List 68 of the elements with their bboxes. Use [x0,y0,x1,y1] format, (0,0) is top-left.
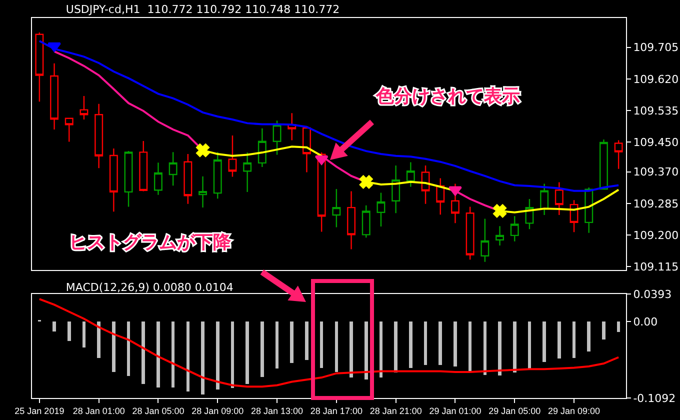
y-tick-label: 109.705 [633,41,679,54]
point [48,42,62,52]
candlestick [139,140,148,192]
candlestick [480,218,490,262]
candlestick [213,152,222,200]
candlestick [35,32,44,102]
candlestick [109,148,118,212]
candlestick [347,190,356,250]
candlestick [406,162,415,188]
annotation: 色分けされて表示 [375,86,520,107]
candlestick [496,226,504,246]
candlestick [258,128,266,168]
candlestick [376,192,386,228]
annotation: ヒストグラムが下降 [69,232,232,253]
candlestick [614,140,623,170]
y-tick-label: 109.620 [633,72,679,86]
y-tick-label: 0.00 [633,315,658,328]
candlestick [392,164,400,214]
point [448,186,462,196]
x-tick-label: 25 Jan 2019 [14,406,64,416]
candlestick [466,206,474,260]
candlestick [302,127,311,173]
y-tick-label: -0.1092 [633,392,676,405]
candlestick [436,178,445,216]
candlestick [243,152,252,193]
x-tick-label: 28 Jan 17:00 [310,406,362,416]
candlestick [94,103,104,169]
y-tick-label: 0.0393 [633,288,672,301]
candlestick [64,118,74,142]
candlestick [421,164,430,204]
y-tick-label: 109.535 [633,104,679,118]
candlestick [154,162,162,196]
candlestick [570,200,578,233]
chart-title: MACD(12,26,9) 0.0080 0.0104 [66,280,234,294]
candlestick [198,176,208,208]
candlestick [554,182,564,216]
candlestick [540,183,549,216]
x-tick-label: 28 Jan 09:00 [192,406,244,416]
candlestick [228,134,237,178]
candlestick [599,138,608,190]
chart-title: USDJPY-cd,H1 110.772 110.792 110.748 110.772 [66,2,340,16]
line-series [38,298,620,388]
candlestick [50,62,59,130]
candlestick [184,153,192,204]
point [493,204,506,218]
x-tick-label: 28 Jan 21:00 [370,406,422,416]
candlestick [124,150,133,208]
candlestick [332,188,341,228]
point [359,175,373,189]
candlestick [168,152,178,186]
x-tick-label: 28 Jan 01:00 [72,406,125,416]
candlestick [272,120,282,156]
x-tick-label: 29 Jan 05:00 [488,406,541,416]
candlestick [362,204,370,238]
x-tick-label: 28 Jan 13:00 [251,406,304,416]
candlestick [510,216,519,242]
point [314,155,328,165]
point [196,144,210,157]
x-tick-label: 29 Jan 09:00 [548,406,600,416]
y-tick-label: 109.370 [633,166,679,179]
line-series [38,40,620,192]
candlestick [80,95,88,120]
y-tick-label: 109.285 [633,197,679,210]
y-tick-label: 109.200 [633,228,679,242]
x-tick-label: 29 Jan 01:00 [429,406,482,416]
y-tick-label: 109.450 [633,136,679,149]
x-tick-label: 28 Jan 05:00 [132,406,184,416]
y-tick-label: 109.115 [633,260,679,274]
